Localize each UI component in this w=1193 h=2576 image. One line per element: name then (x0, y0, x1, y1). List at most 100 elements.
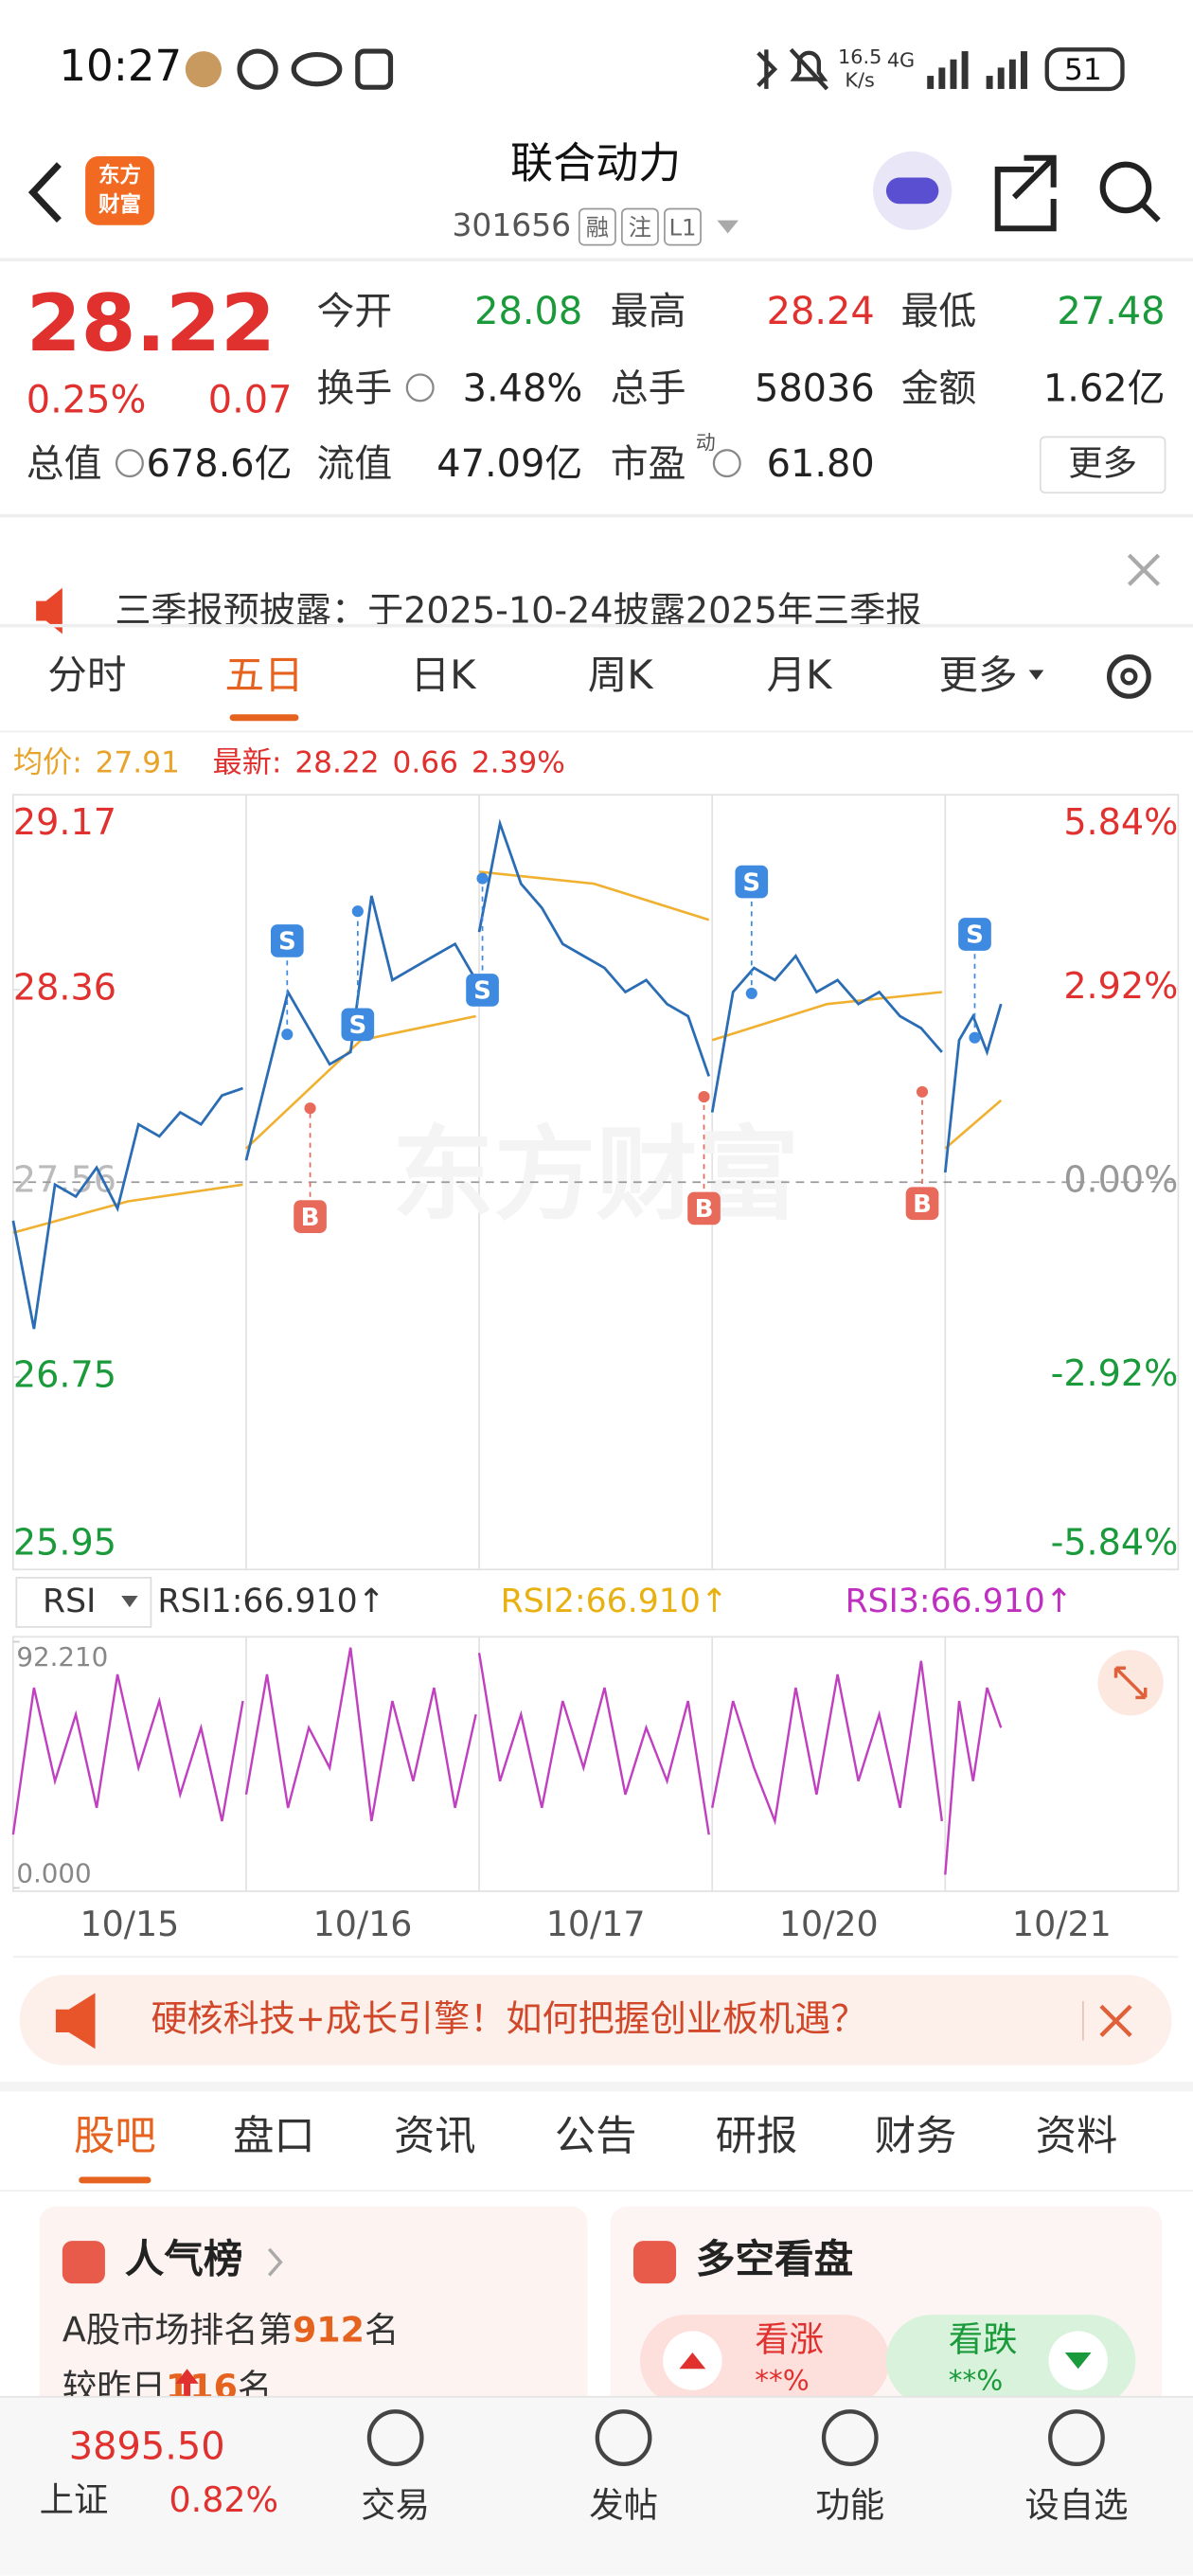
rank-suffix: 名 (365, 2309, 399, 2350)
stat-value: 678.6亿 (147, 442, 293, 486)
y2-tick-label: 0.00% (1063, 1159, 1178, 1201)
nav-label[interactable]: 交易 (361, 2484, 430, 2525)
tab-underline (79, 2176, 151, 2184)
card-title: 多空看盘 (696, 2236, 853, 2282)
signal-label: S (348, 1011, 366, 1040)
badge (578, 207, 616, 246)
y-tick-label: 27.56 (13, 1159, 116, 1201)
stat-label: 总值 (27, 442, 102, 486)
signal-dot (476, 872, 489, 885)
signal-label: B (913, 1190, 932, 1219)
index-value[interactable]: 3895.50 (69, 2425, 225, 2469)
signal-label: S (966, 921, 984, 950)
nav-icon[interactable] (366, 2409, 424, 2466)
chart-tab[interactable]: 五日 (224, 652, 303, 698)
battery-level: 51 (1064, 53, 1102, 87)
nav-label[interactable]: 功能 (815, 2484, 884, 2525)
signal-badge (294, 1200, 327, 1233)
nav-icon[interactable] (821, 2409, 879, 2466)
section-tab[interactable]: 公告 (555, 2113, 637, 2160)
info-icon (115, 449, 144, 478)
y2-tick-label: -2.92% (1051, 1352, 1179, 1394)
nav-label[interactable]: 发帖 (589, 2484, 658, 2525)
y-tick-label: 28.36 (13, 966, 116, 1008)
price-line (477, 818, 711, 1077)
section-tab[interactable]: 研报 (716, 2113, 798, 2160)
share-button[interactable] (994, 154, 1057, 232)
more-arrow (1028, 670, 1044, 680)
avg-line (478, 870, 710, 921)
section-tab[interactable]: 资讯 (394, 2113, 476, 2160)
chart-tab[interactable]: 月K (767, 652, 834, 698)
x-tick-label: 10/21 (1012, 1904, 1112, 1944)
status-icon (789, 47, 829, 91)
battery (1044, 47, 1125, 92)
stock-code: 301656 (453, 206, 572, 243)
status-icon (355, 48, 394, 90)
section-tab[interactable]: 资料 (1036, 2113, 1118, 2160)
bear-label: 看跌 (949, 2318, 1018, 2359)
search-button[interactable] (1099, 161, 1152, 214)
settings-button[interactable] (1107, 654, 1151, 699)
status-icon (757, 49, 778, 89)
signal-badge (958, 918, 991, 951)
bear-arrow (1064, 2352, 1092, 2370)
banner-close[interactable] (1099, 2004, 1132, 2037)
signal-bar (927, 76, 935, 89)
price-line (244, 895, 477, 1161)
rank-value: 912 (293, 2309, 365, 2350)
y-tick-label: 29.17 (13, 801, 116, 843)
nav-label[interactable]: 设自选 (1024, 2484, 1128, 2525)
y2-tick-label: 5.84% (1063, 801, 1178, 843)
nav-icon[interactable] (595, 2409, 652, 2466)
legend-item: 28.22 (294, 745, 379, 779)
back-button[interactable] (27, 162, 62, 223)
stat-value: 27.48 (1057, 290, 1165, 333)
price-line (943, 1003, 1003, 1173)
legend-item: 均价: (13, 745, 82, 779)
signal-bar (950, 59, 957, 89)
rsi-line (244, 1647, 477, 1822)
close-notice[interactable] (1127, 553, 1161, 586)
promo-banner[interactable] (19, 1975, 1172, 2066)
rsi-tick-label: 92.210 (16, 1641, 108, 1673)
search-handle (1140, 202, 1161, 223)
badge-text: 融 (586, 213, 609, 241)
signal-badge (687, 1191, 721, 1225)
chart-tab[interactable]: 周K (588, 652, 655, 698)
nav-icon[interactable] (1048, 2409, 1105, 2466)
app-logo (85, 155, 154, 225)
more-text[interactable]: 更多 (1068, 442, 1137, 483)
signal-label: B (301, 1204, 320, 1232)
rsi-line (11, 1673, 244, 1835)
bull-value: **% (755, 2365, 809, 2397)
divider (0, 258, 1193, 261)
section-tab[interactable]: 盘口 (233, 2113, 315, 2160)
more-button[interactable] (1039, 436, 1166, 494)
y2-tick-label: 2.92% (1063, 965, 1178, 1007)
signal-label: B (695, 1195, 714, 1224)
chart-tab[interactable]: 更多 (938, 652, 1017, 698)
section-tab[interactable]: 股吧 (74, 2113, 156, 2160)
rsi-selector-text[interactable]: RSI (43, 1583, 96, 1620)
stock-name: 联合动力 (510, 137, 681, 188)
avg-line (944, 1099, 1003, 1150)
stat-value: 47.09亿 (436, 442, 582, 486)
legend-item: 27.91 (96, 745, 180, 779)
price-line (710, 954, 943, 1113)
rsi-frame (11, 1636, 1180, 1892)
divider (0, 623, 1193, 628)
banner-text[interactable]: 硬核科技+成长引擎！如何把握创业板机遇？ (151, 1997, 866, 2039)
chart-tab[interactable]: 分时 (47, 652, 126, 698)
bull-label: 看涨 (755, 2318, 824, 2359)
legend-item: 最新: (213, 745, 282, 779)
signal-label: S (742, 868, 760, 897)
chart-tab[interactable]: 日K (411, 652, 478, 698)
section-tab[interactable]: 财务 (875, 2113, 957, 2160)
speaker-icon (36, 587, 62, 635)
popularity-card[interactable] (39, 2206, 588, 2437)
signal-bar (1021, 51, 1027, 89)
dropdown-arrow (717, 220, 739, 234)
logo-text: 东方 (98, 162, 141, 188)
chart-legend: 均价: 27.91 最新: 28.22 0.66 2.39% (13, 745, 565, 779)
